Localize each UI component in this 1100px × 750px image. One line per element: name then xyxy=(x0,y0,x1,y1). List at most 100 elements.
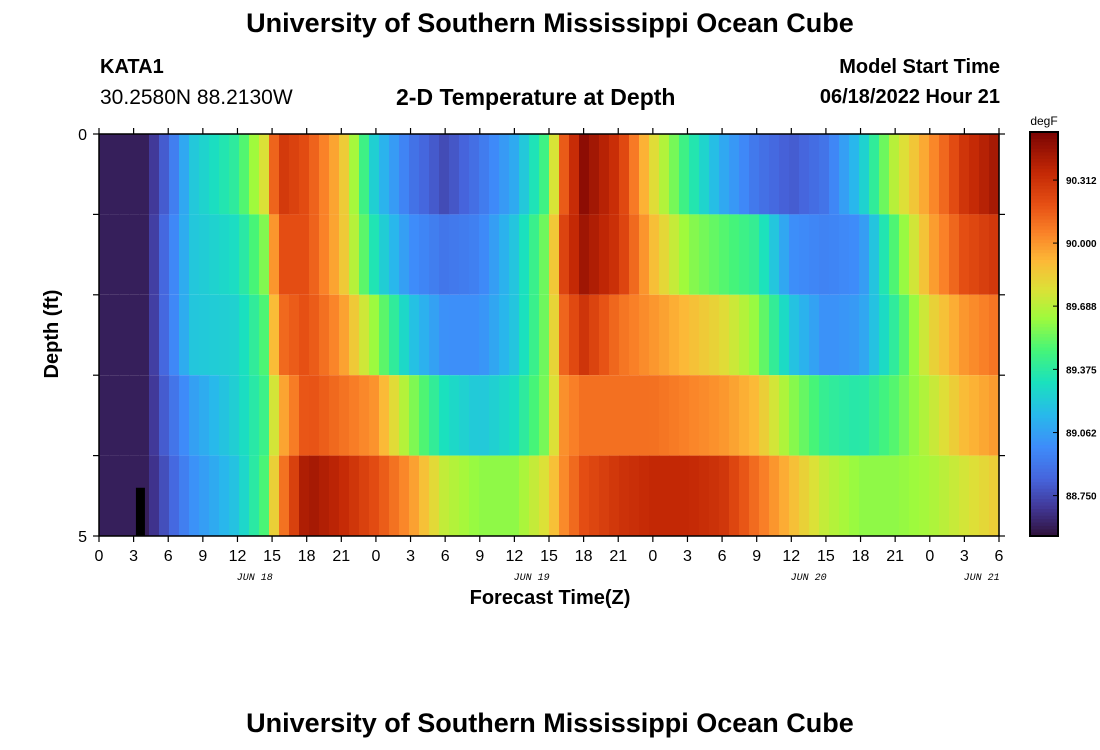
heatmap-cell xyxy=(119,375,130,456)
heatmap-cell xyxy=(279,214,290,295)
colorbar-swatch xyxy=(1030,387,1058,392)
heatmap-cell xyxy=(399,214,410,295)
heatmap-cell xyxy=(399,294,410,376)
heatmap-cell xyxy=(699,214,710,295)
heatmap-cell xyxy=(899,294,910,376)
colorbar-swatch xyxy=(1030,411,1058,416)
heatmap-cell xyxy=(509,214,520,295)
heatmap-cell xyxy=(709,294,720,376)
colorbar-swatch xyxy=(1030,145,1058,150)
heatmap-cell xyxy=(569,134,580,215)
heatmap-cell xyxy=(309,455,320,536)
heatmap-cell xyxy=(379,294,390,376)
colorbar-swatch xyxy=(1030,408,1058,413)
colorbar-swatch xyxy=(1030,340,1058,345)
heatmap-cell xyxy=(379,455,390,536)
heatmap-cell xyxy=(99,294,110,376)
heatmap-cell xyxy=(609,134,620,215)
heatmap-cell xyxy=(769,214,780,295)
heatmap-cell xyxy=(309,134,320,215)
heatmap-cell xyxy=(449,294,460,376)
heatmap-cell xyxy=(579,134,590,215)
heatmap-cell xyxy=(879,375,890,456)
heatmap-cell xyxy=(159,214,170,295)
heatmap-cell xyxy=(889,134,900,215)
heatmap-cell xyxy=(909,375,920,456)
heatmap-cell xyxy=(409,134,420,215)
heatmap-cell xyxy=(409,455,420,536)
heatmap-cell xyxy=(819,214,830,295)
heatmap-cell xyxy=(589,294,600,376)
colorbar-swatch xyxy=(1030,317,1058,322)
colorbar-swatch xyxy=(1030,222,1058,227)
colorbar-swatch xyxy=(1030,455,1058,460)
heatmap-cell xyxy=(369,134,380,215)
heatmap-cell xyxy=(879,455,890,536)
heatmap-cell xyxy=(409,375,420,456)
heatmap-cell xyxy=(279,375,290,456)
colorbar-frame xyxy=(1029,131,1059,537)
colorbar-swatch xyxy=(1030,165,1058,170)
colorbar-swatch xyxy=(1030,357,1058,362)
colorbar-swatch xyxy=(1030,135,1058,140)
heatmap-cell xyxy=(809,294,820,376)
data-gap-marker xyxy=(135,487,145,536)
heatmap-cell xyxy=(129,375,140,456)
heatmap-cell xyxy=(889,455,900,536)
colorbar-swatch xyxy=(1030,290,1058,295)
heatmap-cell xyxy=(719,214,730,295)
heatmap-cell xyxy=(659,375,670,456)
heatmap-cell xyxy=(459,294,470,376)
heatmap-cell xyxy=(159,294,170,376)
heatmap-cell xyxy=(499,214,510,295)
heatmap-cell xyxy=(729,134,740,215)
heatmap-cell xyxy=(799,214,810,295)
x-tick-label: 6 xyxy=(718,548,727,565)
heatmap-cell xyxy=(109,294,120,376)
heatmap-cell xyxy=(289,294,300,376)
colorbar-swatch xyxy=(1030,330,1058,335)
heatmap-cell xyxy=(799,375,810,456)
heatmap-cell xyxy=(869,214,880,295)
x-tick-label: 3 xyxy=(960,548,969,565)
heatmap-cell xyxy=(489,375,500,456)
x-tick-label: 15 xyxy=(540,548,558,565)
heatmap-cell xyxy=(959,134,970,215)
heatmap-cell xyxy=(959,455,970,536)
heatmap-cell xyxy=(219,455,230,536)
colorbar-swatch xyxy=(1030,270,1058,274)
colorbar-swatch xyxy=(1030,152,1058,157)
heatmap-cell xyxy=(189,134,200,215)
colorbar-swatch xyxy=(1030,239,1058,244)
heatmap-cell xyxy=(829,294,840,376)
colorbar-swatch xyxy=(1030,472,1058,476)
colorbar-swatch xyxy=(1030,475,1058,480)
heatmap-cell xyxy=(619,375,630,456)
heatmap-cell xyxy=(419,214,430,295)
heatmap-cell xyxy=(559,455,570,536)
heatmap-cell xyxy=(369,294,380,376)
heatmap-cell xyxy=(219,214,230,295)
heatmap-cell xyxy=(449,214,460,295)
heatmap-cell xyxy=(339,455,350,536)
colorbar: 90.312 90.000 89.688 89.375 89.062 88.750 xyxy=(1029,131,1097,537)
heatmap-cell xyxy=(989,455,1000,536)
heatmap-cell xyxy=(139,294,150,376)
colorbar-swatch xyxy=(1030,253,1058,258)
colorbar-swatch xyxy=(1030,179,1058,184)
colorbar-swatch xyxy=(1030,421,1058,426)
heatmap-cell xyxy=(679,375,690,456)
colorbar-swatch xyxy=(1030,424,1058,429)
colorbar-swatch xyxy=(1030,199,1058,204)
heatmap-cell xyxy=(209,134,220,215)
colorbar-swatch xyxy=(1030,519,1058,524)
colorbar-swatch xyxy=(1030,209,1058,214)
heatmap-cell xyxy=(649,134,660,215)
heatmap-cell xyxy=(199,134,210,215)
page-title: University of Southern Mississippi Ocean… xyxy=(246,8,854,38)
date-label: JUN 18 xyxy=(237,573,273,584)
heatmap-cell xyxy=(789,214,800,295)
heatmap-cell xyxy=(499,134,510,215)
heatmap-cell xyxy=(699,294,710,376)
colorbar-swatch xyxy=(1030,169,1058,173)
